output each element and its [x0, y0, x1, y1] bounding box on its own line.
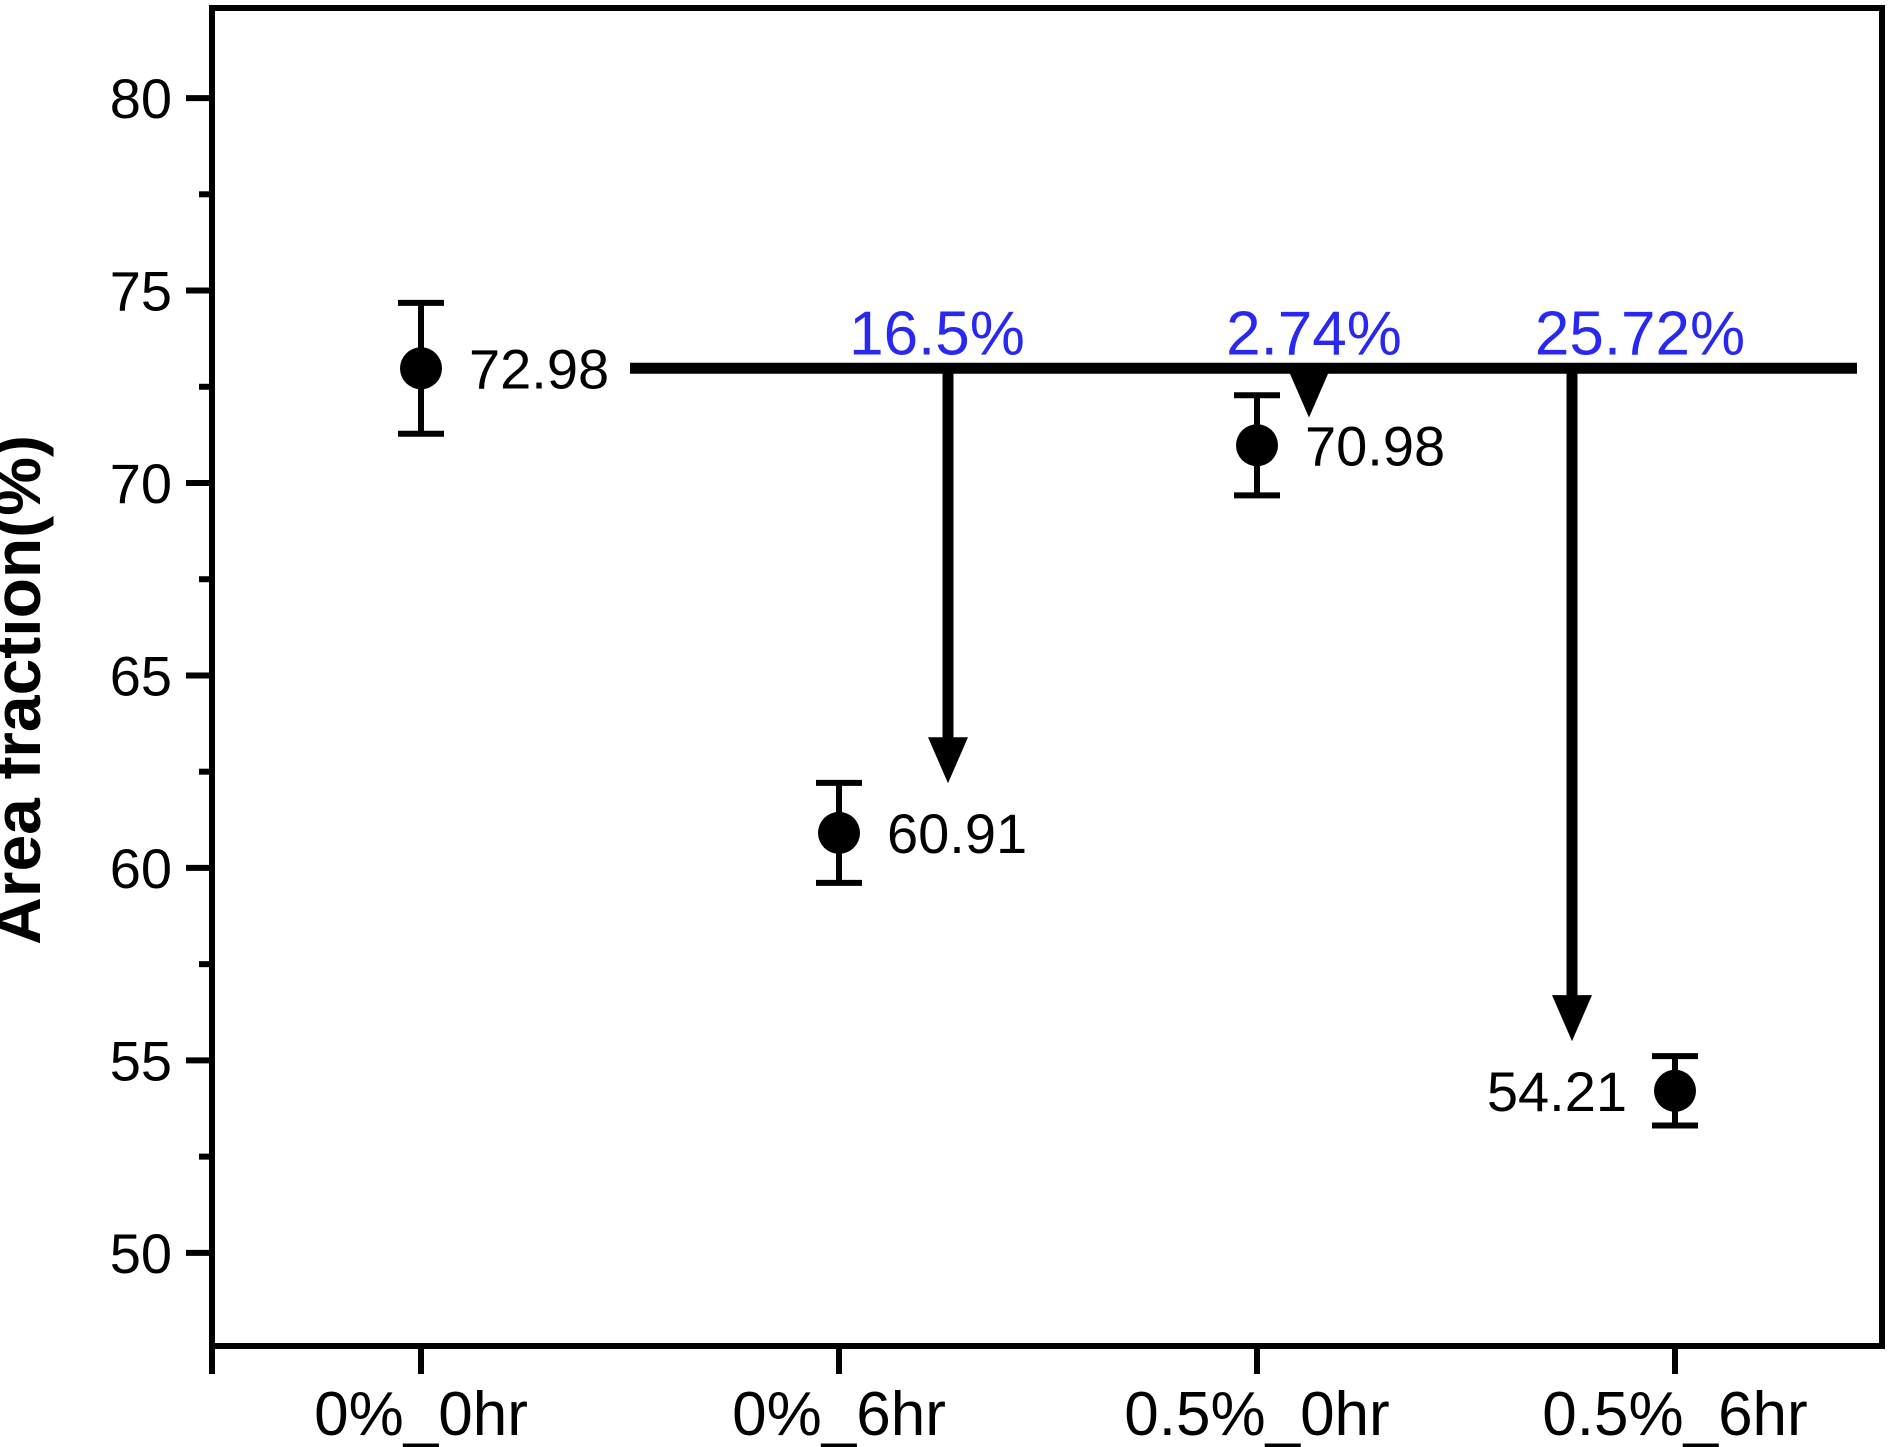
data-point [818, 811, 860, 854]
x-tick-label: 0.5%_0hr [1124, 1380, 1389, 1447]
y-tick-label: 55 [110, 1030, 172, 1093]
y-tick-label: 65 [110, 645, 172, 708]
drop-arrow-head [1289, 371, 1329, 418]
y-tick-label: 75 [110, 260, 172, 323]
loss-percentage-label: 16.5% [849, 299, 1025, 368]
data-point-value-label: 54.21 [1487, 1060, 1627, 1123]
data-point-value-label: 60.91 [887, 802, 1027, 865]
data-point [400, 347, 442, 390]
y-axis-title: Area fraction(%) [0, 435, 54, 945]
y-tick-label: 60 [110, 837, 172, 900]
drop-arrow-head [928, 737, 968, 784]
y-tick-label: 70 [110, 452, 172, 515]
x-tick-label: 0.5%_6hr [1542, 1380, 1807, 1447]
data-point [1654, 1069, 1696, 1112]
data-point [1236, 424, 1278, 467]
plot-frame [209, 5, 1885, 1349]
loss-percentage-label: 25.72% [1535, 299, 1745, 368]
data-point-value-label: 72.98 [469, 337, 609, 400]
plot-area: 50 55 60 65 70 75 80 0%_0hr 0%_6hr 0.5%_0hr 0.5%_6… [110, 5, 1885, 1447]
x-tick-label: 0%_6hr [732, 1380, 946, 1447]
loss-percentage-label: 2.74% [1226, 299, 1402, 368]
x-tick-label: 0%_0hr [314, 1380, 528, 1447]
drop-arrow-head [1552, 995, 1592, 1042]
y-tick-label: 50 [110, 1222, 172, 1285]
data-point-value-label: 70.98 [1305, 414, 1445, 477]
y-tick-label: 80 [110, 67, 172, 130]
